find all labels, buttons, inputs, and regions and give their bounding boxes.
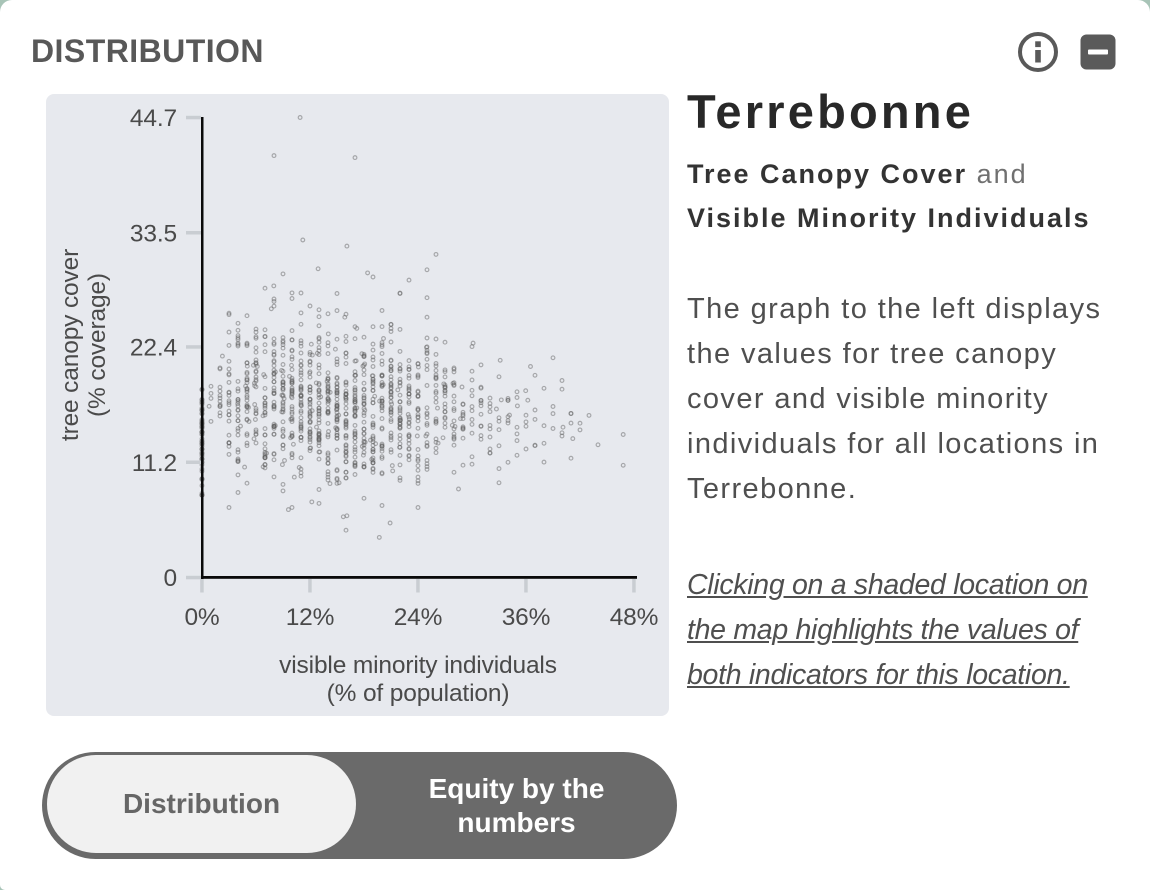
svg-text:48%: 48% [610, 604, 659, 631]
svg-text:(% coverage): (% coverage) [84, 273, 111, 417]
svg-text:24%: 24% [394, 604, 443, 631]
svg-text:12%: 12% [286, 604, 335, 631]
svg-text:36%: 36% [502, 604, 551, 631]
svg-text:0%: 0% [184, 604, 219, 631]
svg-text:(% of population): (% of population) [327, 680, 510, 707]
svg-text:tree canopy cover: tree canopy cover [57, 249, 84, 441]
svg-text:0: 0 [164, 565, 177, 592]
svg-text:11.2: 11.2 [132, 450, 177, 477]
svg-text:44.7: 44.7 [130, 105, 177, 132]
svg-text:22.4: 22.4 [130, 335, 177, 362]
svg-text:33.5: 33.5 [130, 220, 177, 247]
svg-text:visible minority individuals: visible minority individuals [279, 652, 557, 679]
